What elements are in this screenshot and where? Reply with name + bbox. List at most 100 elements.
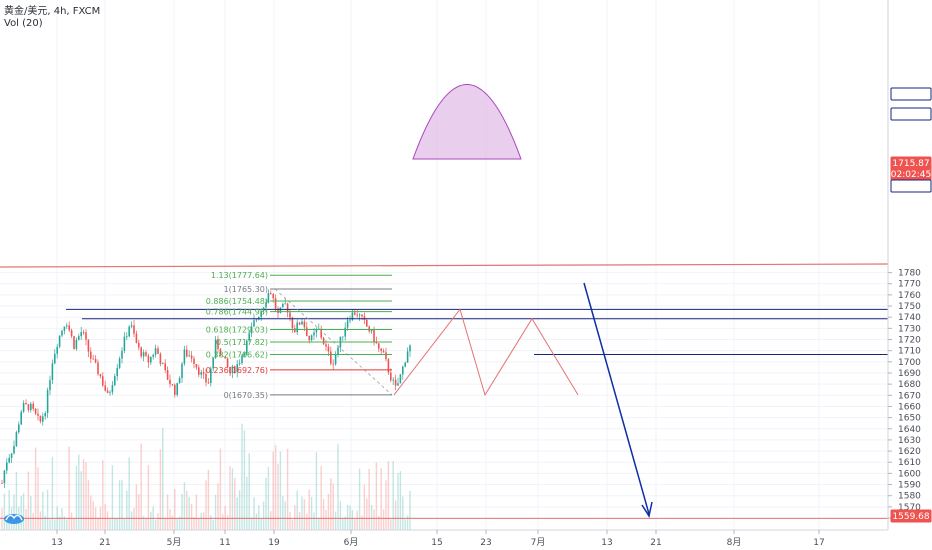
time-axis[interactable]: 13 21 5月 11 19 6月 15 23 7月 13 21 8月 17 [51,530,825,548]
candle-body [66,325,68,327]
volume-bar [409,490,411,530]
volume-bar [346,504,349,530]
candle-body [301,321,303,325]
candle-body [253,320,255,327]
volume-bar [97,517,99,530]
price-axis[interactable]: 1560157015801590160016101620163016401650… [888,269,921,524]
candle-body [310,335,313,341]
volume-bar [44,515,46,530]
volume-bar [310,496,313,530]
volume-bar [8,489,10,530]
volume-bar [327,493,330,530]
volume-bar [214,494,217,530]
volume-bar [375,462,378,530]
volume-bar [109,518,111,530]
volume-bar [186,490,188,530]
price-tag-box [890,509,932,523]
candle-body [404,362,406,367]
volume-indicator-label[interactable]: Vol (20) [4,18,43,29]
candle-body [30,403,32,411]
volume-bar [351,509,354,530]
candle-body [102,376,104,386]
volume-bar [272,451,274,530]
price-tick-label: 1660 [898,402,921,412]
volume-bar [387,461,390,530]
price-tick-label: 1610 [898,458,921,468]
candle-body [169,379,171,385]
volume-bar [325,509,327,530]
candle-body [44,413,46,417]
candle-body [78,336,80,340]
volume-bar [13,494,15,530]
volume-bar [171,515,174,530]
volume-bar [284,501,286,530]
logo-icon[interactable] [4,514,24,524]
candle-body [286,303,289,313]
volume-bar [399,471,402,530]
volume-bar [63,516,66,530]
candle-body [272,294,274,299]
volume-bar [301,496,303,530]
candle-body [313,332,315,336]
candle-body [248,333,250,341]
volume-bar [200,512,202,530]
price-tick-label: 1740 [898,313,921,323]
volume-bar [354,519,356,530]
candle-body [147,355,150,363]
volume-bar [169,509,171,530]
fib-level-label: 1(1765.30) [224,285,268,294]
candle-body [322,337,325,345]
volume-bar [289,512,291,530]
volume-bar [66,519,68,530]
price-tick-label: 1700 [898,358,921,368]
volume-bar [111,465,114,530]
volume-bar [82,459,85,530]
candle-body [337,347,339,355]
price-tick-label: 1590 [898,481,921,491]
time-tick-label: 23 [480,538,491,548]
candle-body [356,314,358,316]
fib-level-label: 1.13(1777.64) [211,271,268,280]
volume-bar [102,460,104,530]
volume-bar [226,515,229,530]
volume-bar [46,489,49,530]
candle-body [54,353,56,364]
candle-body [193,358,195,364]
candle-body [188,355,190,357]
volume-bar [298,512,301,530]
volume-bar [34,447,37,530]
candle-body [270,293,272,295]
volume-bar [176,518,178,530]
symbol-title[interactable]: 黄金/美元, 4h, FXCM [4,4,100,17]
volume-bar [260,518,262,530]
candle-body [49,380,51,391]
volume-bar [330,478,332,530]
grid [0,0,888,530]
candle-body [306,327,308,336]
price-tick-label: 1720 [898,336,921,346]
candle-body [166,369,169,380]
fib-retracement[interactable]: 1.13(1777.64) 1(1765.30) 0.886(1754.48) 0.7… [206,271,392,400]
candle-body [327,346,330,352]
candle-body [394,379,397,386]
volume-bar [404,519,406,530]
candle-body [224,356,226,359]
candle-body [351,312,354,320]
volume-bar [128,457,130,530]
volume-bar [229,466,231,530]
time-tick-label: 7月 [531,537,546,548]
candle-body [267,293,270,303]
volume-bar [181,493,183,530]
candle-body [370,329,373,332]
price-tag-label: 1738.65 [892,110,929,120]
volume-bar [315,452,318,530]
volume-bar [106,511,109,530]
time-tick-label: 5月 [167,537,182,548]
candle-body [198,367,200,375]
volume-bar [380,468,382,530]
candle-body [243,353,246,356]
time-tick-label: 17 [813,538,824,548]
time-tick-label: 15 [431,538,442,548]
candle-body [114,376,116,386]
